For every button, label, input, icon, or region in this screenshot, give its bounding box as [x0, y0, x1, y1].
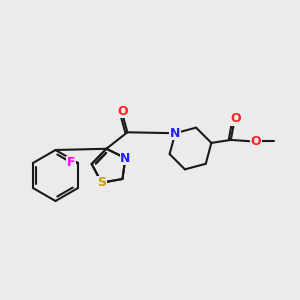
- Text: N: N: [120, 152, 130, 164]
- Text: N: N: [170, 127, 180, 140]
- Text: O: O: [251, 135, 261, 148]
- Text: F: F: [67, 156, 75, 169]
- Text: O: O: [118, 105, 128, 118]
- Text: S: S: [97, 176, 106, 189]
- Text: O: O: [230, 112, 241, 125]
